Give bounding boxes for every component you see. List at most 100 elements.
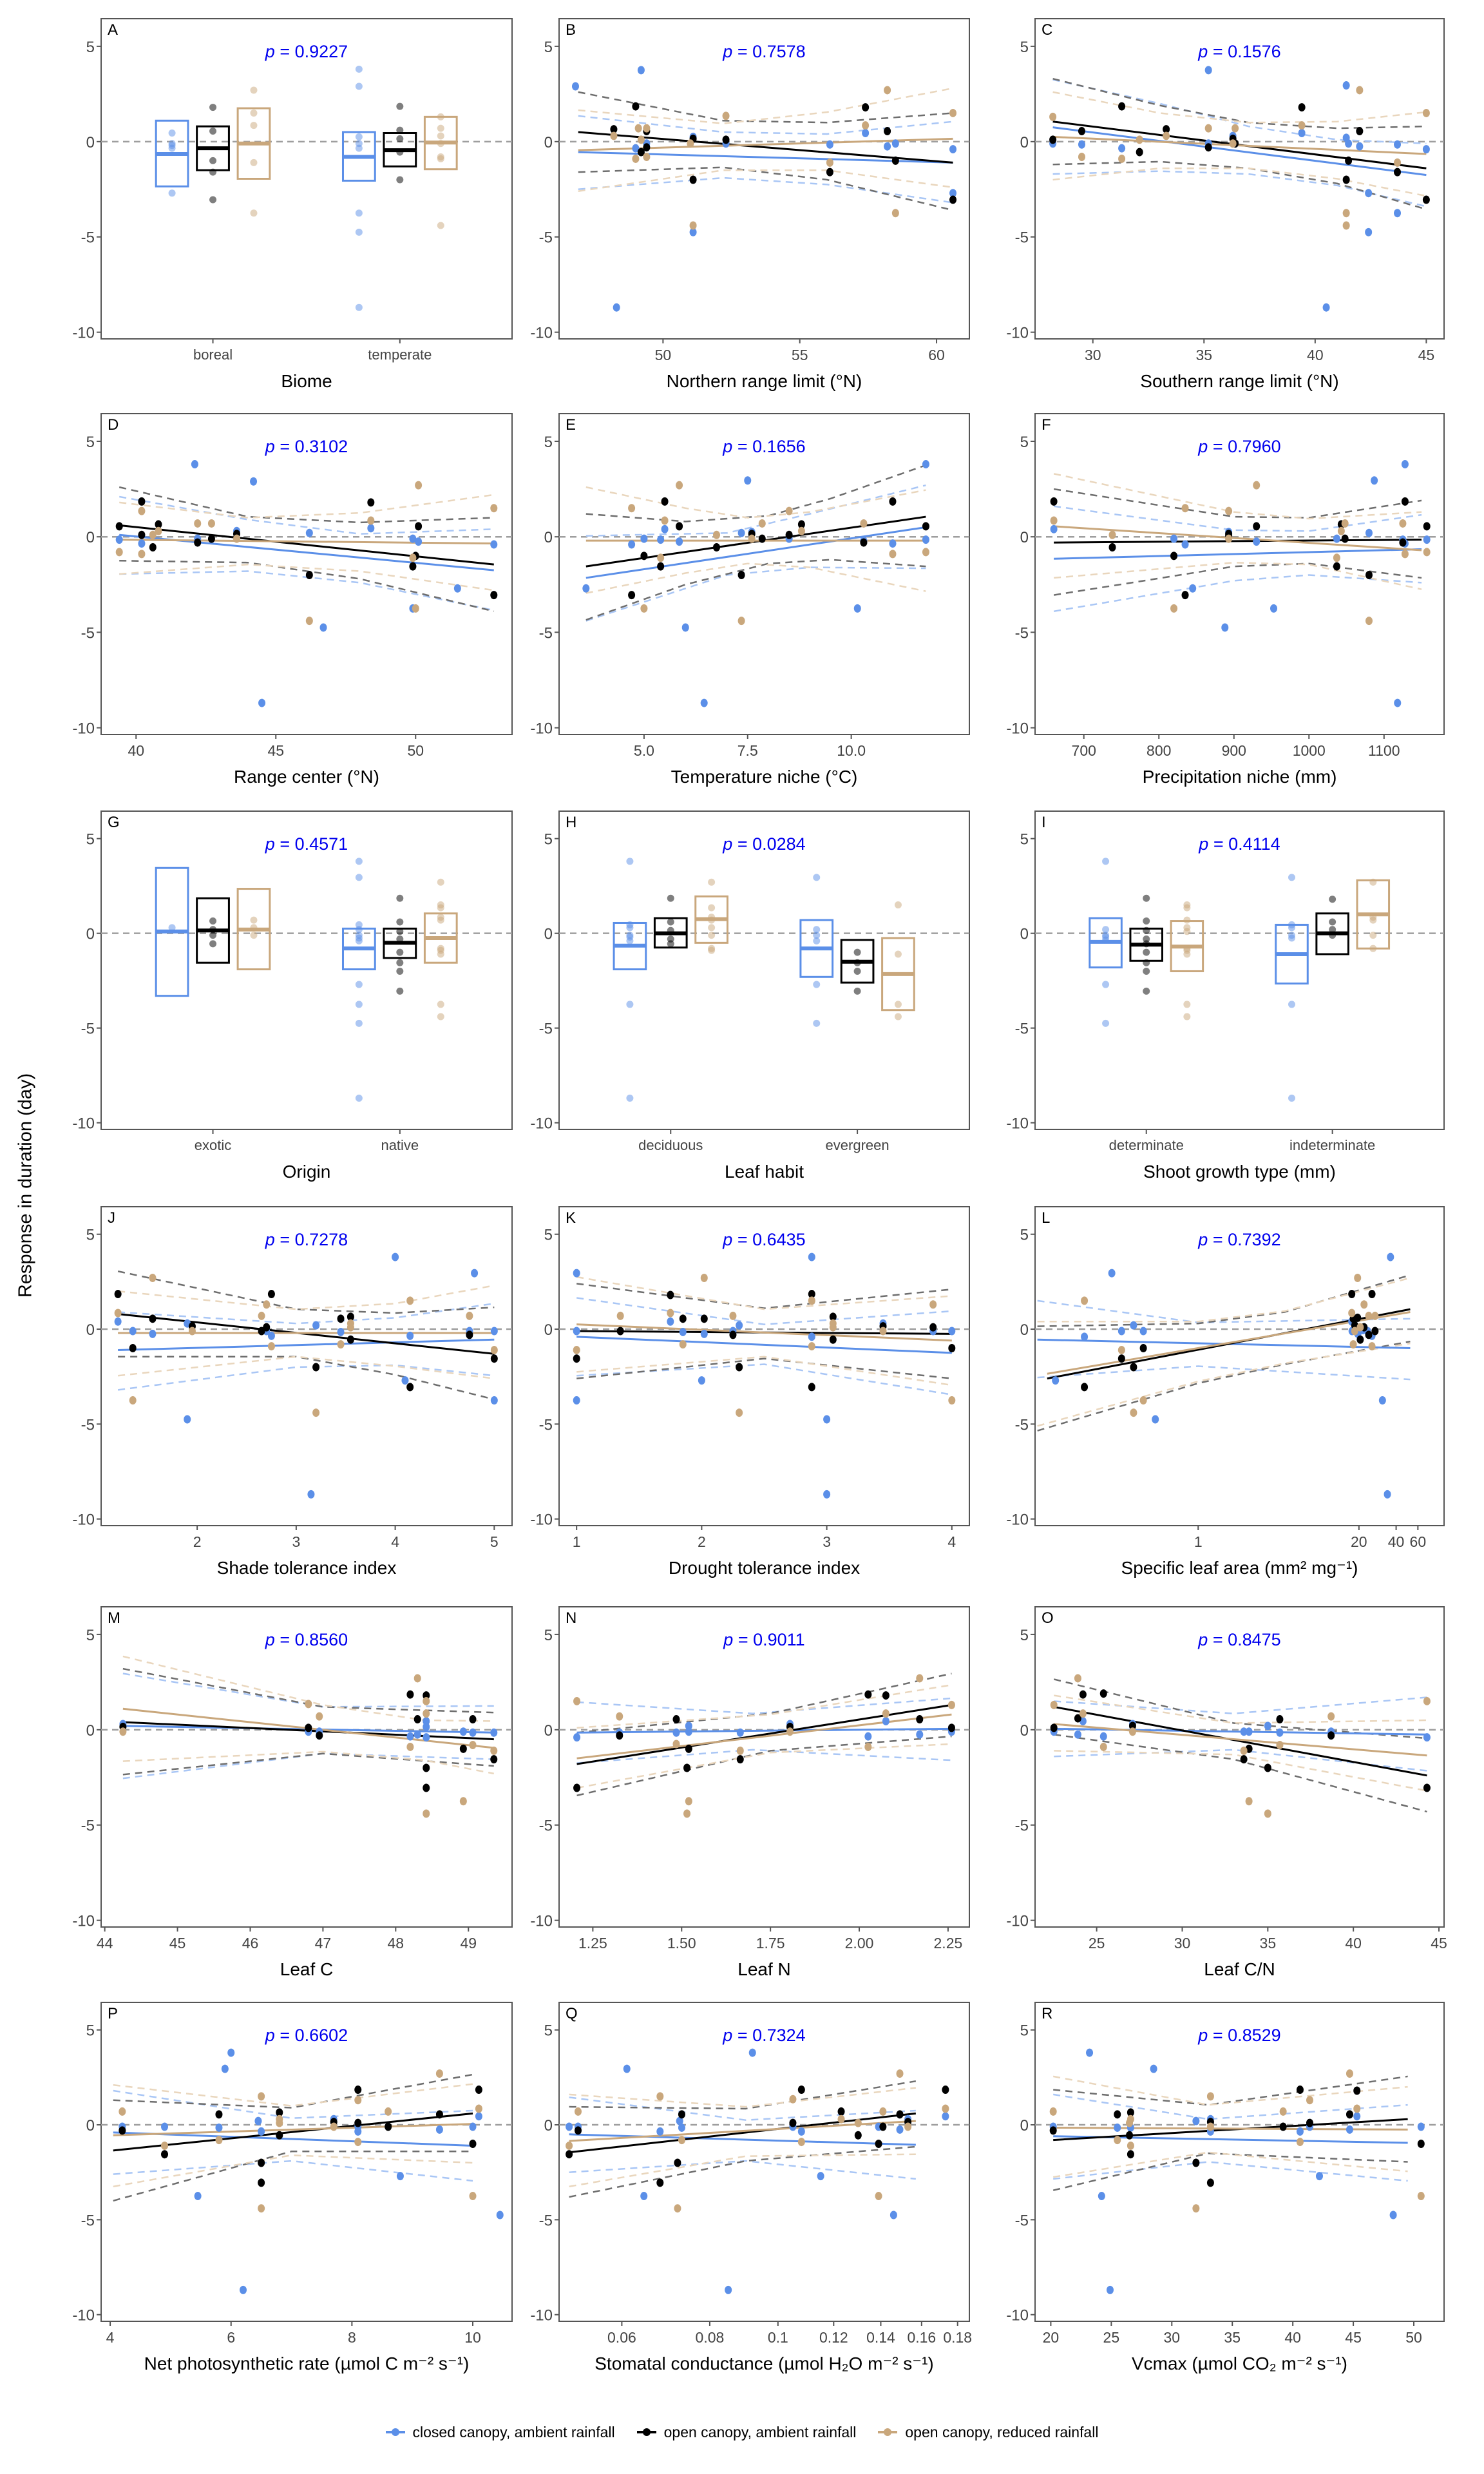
regression-line-reduced [1052,135,1427,155]
data-point-reduced [862,121,870,130]
data-point-reduced [1204,124,1212,133]
data-point-open [209,104,217,111]
data-point-closed [1086,2048,1094,2057]
data-point-reduced [1079,1709,1087,1718]
data-point-reduced [1365,617,1373,626]
y-tick-label: -5 [1015,624,1029,642]
confidence-band-open [1052,2152,1408,2191]
data-point-open [396,935,404,943]
data-point-reduced [573,1345,580,1354]
data-point-open [1365,570,1373,579]
data-point-reduced [1127,2114,1134,2124]
data-point-open [853,959,861,966]
data-point-reduced [414,1674,421,1683]
legend-item-open-canopy-reduced: open canopy, reduced rainfall [878,2424,1098,2441]
plot-frame [1034,1206,1445,1526]
data-point-closed [1152,1415,1159,1424]
panel-letter: N [566,1609,576,1627]
data-point-reduced [1306,2096,1313,2105]
confidence-band-closed [569,2096,916,2121]
data-point-open [396,176,404,184]
data-point-reduced [1181,504,1189,513]
data-point-closed [862,129,870,137]
data-point-open [1192,2158,1200,2167]
data-point-open [1276,1715,1284,1724]
data-point-closed [1417,2122,1425,2131]
data-point-closed [626,937,634,945]
data-point-open [667,940,674,948]
y-tick-label: 5 [1020,434,1029,451]
data-point-closed [355,926,363,934]
data-point-open [829,1335,837,1344]
y-tick-label: -5 [539,1416,553,1434]
p-value-label: p = 0.9227 [265,42,348,61]
data-point-closed [1333,534,1340,543]
confidence-band-reduced [576,1743,952,1789]
x-tick-label: 0.12 [819,2329,848,2346]
data-point-open [1329,918,1337,926]
data-point-closed [676,537,683,546]
data-point-closed [1050,524,1058,533]
data-point-closed [1346,2125,1353,2134]
x-tick-label: 1.50 [667,1935,696,1951]
data-point-closed [1052,1376,1060,1385]
confidence-band-reduced [576,1684,952,1729]
x-tick-label: 2.00 [845,1935,874,1951]
confidence-band-closed [576,1297,952,1325]
confidence-band-closed [576,1749,952,1764]
data-point-open [396,948,404,956]
data-point-closed [748,2048,756,2057]
data-point-reduced [469,1740,477,1749]
data-point-open [891,156,899,165]
data-point-reduced [1108,530,1116,539]
plot-frame [558,413,970,735]
p-value-label: p = 0.8529 [1197,2026,1280,2045]
data-point-open [929,1323,937,1332]
confidence-band-open [1037,1274,1411,1327]
data-point-closed [355,1094,363,1102]
data-point-reduced [367,516,375,525]
panel-L: Lp = 0.7392 5 0 -5 -10 1 20 40 60 Specific leaf a… [1006,1206,1445,1578]
data-point-open [423,1783,430,1792]
panel-letter: I [1042,814,1046,831]
data-point-open [949,195,957,204]
data-point-open [1081,1383,1089,1392]
data-point-open [469,1715,477,1724]
data-point-reduced [406,1742,414,1751]
data-point-closed [949,145,957,154]
data-point-reduced [882,1709,889,1718]
data-point-reduced [437,222,444,229]
confidence-band-reduced [1053,473,1422,520]
data-point-open [758,534,766,543]
regression-line-reduced [576,1323,952,1342]
regression-line-closed [118,1338,495,1351]
x-tick-label: 45 [1418,347,1435,363]
regression-line-closed [576,1336,952,1354]
y-tick-label: 0 [86,529,95,546]
data-point-reduced [469,2192,477,2201]
y-tick-label: 0 [544,2117,553,2134]
x-tick-label: 40 [1307,347,1324,363]
data-point-reduced [904,2122,912,2131]
panel-letter: O [1042,1609,1054,1627]
data-point-closed [1204,66,1212,75]
data-point-open [1353,2086,1361,2095]
y-tick-label: 5 [1020,39,1029,56]
x-tick-label: 4 [106,2329,115,2346]
confidence-band-reduced [1052,2075,1408,2106]
data-point-reduced [1127,2141,1134,2150]
data-point-open [1422,195,1430,204]
data-point-closed [319,623,327,632]
data-point-open [667,1290,674,1299]
x-tick-label: 0.08 [696,2329,725,2346]
data-point-open [406,1383,414,1392]
data-point-reduced [423,1809,430,1818]
confidence-band-reduced [1054,1694,1427,1724]
data-point-closed [613,303,620,312]
data-point-reduced [667,1309,674,1318]
data-point-reduced [437,950,444,958]
y-tick-label: 5 [544,1227,553,1244]
confidence-band-reduced [578,169,953,192]
data-point-open [737,570,745,579]
x-tick-label: 0.06 [607,2329,636,2346]
